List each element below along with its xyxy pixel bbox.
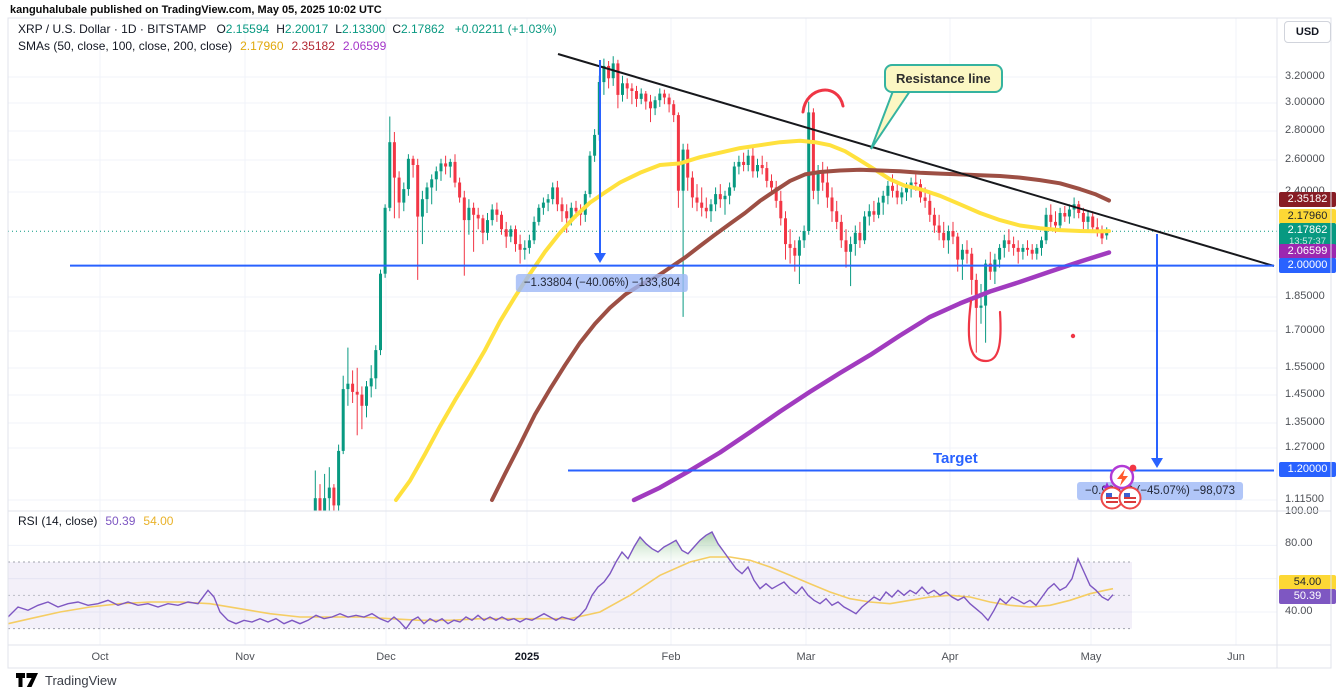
time-tick-label: Apr [941,651,959,663]
time-tick-label: 2025 [514,651,540,663]
price-badge: 50.39 [1279,589,1336,604]
price-tick-label: 1.35000 [1285,416,1325,428]
smas-label: SMAs (50, close, 100, close, 200, close) [18,39,233,53]
tradingview-brand-text: TradingView [45,673,117,688]
legend-separator: · [139,22,144,36]
currency-toggle-button[interactable]: USD [1284,21,1331,43]
rsi-value: 50.39 [105,514,136,528]
resistance-callout[interactable]: Resistance line [884,64,1003,93]
ohlc-value: 2.15594 [225,22,270,36]
ohlc-values: O2.15594 H2.20017 L2.13300 C2.17862 [209,22,444,36]
smas-legend: SMAs (50, close, 100, close, 200, close)… [18,39,386,53]
time-tick-label: Jun [1227,651,1245,663]
ohlc-value: 2.20017 [284,22,329,36]
change-value: +0.02211 (+1.03%) [454,22,557,36]
price-tick-label: 1.45000 [1285,388,1325,400]
price-range-label-1[interactable]: −1.33804 (−40.06%) −133,804 [515,274,689,292]
ohlc-value: 2.13300 [341,22,386,36]
time-tick-label: May [1080,651,1102,663]
published-caption: kanguhalubale published on TradingView.c… [10,4,382,16]
rsi-label: RSI (14, close) [18,514,98,528]
price-tick-label: 40.00 [1285,605,1313,617]
time-tick-label: Feb [661,651,681,663]
price-badge: 2.35182 [1279,192,1336,207]
interval-label[interactable]: 1D [121,22,137,36]
time-tick-label: Oct [91,651,109,663]
tradingview-watermark[interactable]: TradingView [16,673,117,688]
countdown-timer: 13:57:37 [1289,236,1326,247]
price-tick-label: 1.27000 [1285,441,1325,453]
price-tick-label: 2.80000 [1285,124,1325,136]
price-tick-label: 1.11500 [1285,493,1324,505]
rsi-ma-value: 54.00 [143,514,174,528]
sma-value: 2.35182 [291,39,335,53]
price-range-label-2[interactable]: −0.98073 (−45.07%) −98,073 [1077,482,1243,500]
ohlc-key: C [392,22,401,36]
price-badge: 54.00 [1279,575,1336,590]
price-badge: 2.00000 [1279,258,1336,273]
price-tick-label: 80.00 [1285,537,1313,549]
price-tick-label: 2.60000 [1285,153,1325,165]
symbol-title: XRP / U.S. Dollar [18,22,111,36]
time-tick-label: Dec [376,651,396,663]
symbol-legend: XRP / U.S. Dollar · 1D · BITSTAMP O2.155… [18,22,557,36]
ohlc-key: O [216,22,226,36]
tradingview-logo-icon [16,673,38,687]
legend-separator: · [113,22,118,36]
price-tick-label: 1.85000 [1285,290,1325,302]
price-badge: 2.17862 13:57:37 [1279,223,1336,248]
ohlc-key: H [276,22,285,36]
price-badge: 2.06599 [1279,244,1336,259]
price-tick-label: 1.70000 [1285,324,1325,336]
ohlc-value: 2.17862 [401,22,445,36]
price-badge: 1.20000 [1279,462,1336,477]
sma-values: 2.17960 2.35182 2.06599 [232,39,386,53]
rsi-legend: RSI (14, close) 50.39 54.00 [18,514,173,528]
sma-value: 2.06599 [342,39,387,53]
price-tick-label: 3.00000 [1285,96,1325,108]
price-tick-label: 1.55000 [1285,361,1325,373]
sma-value: 2.17960 [240,39,284,53]
time-tick-label: Nov [235,651,255,663]
target-label[interactable]: Target [933,450,978,467]
time-tick-label: Mar [796,651,816,663]
exchange-label: BITSTAMP [147,22,207,36]
ohlc-key: L [335,22,342,36]
price-tick-label: 3.20000 [1285,70,1325,82]
price-badge: 2.17960 [1279,209,1336,224]
